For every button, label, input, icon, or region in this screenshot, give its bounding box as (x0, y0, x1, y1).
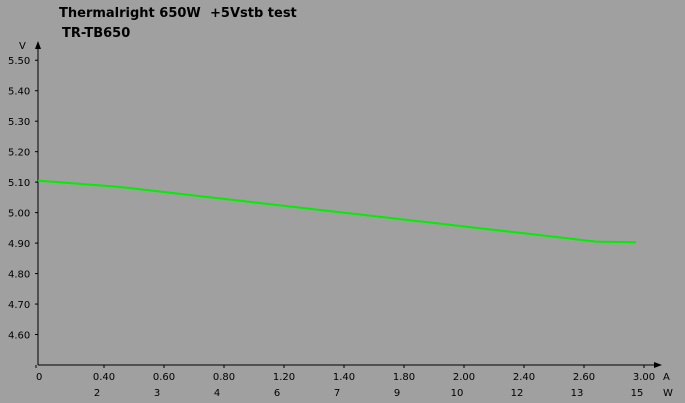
y-tick-group: 5.50 5.40 5.30 5.20 5.10 5.00 4.90 4.80 4.70 4.60 (8, 56, 38, 342)
y-tick-label: 5.50 (8, 56, 30, 67)
x-tick-label-bottom: 4 (214, 388, 220, 399)
x-tick-label-bottom: 13 (571, 388, 584, 399)
x-tick-label-top: 0.80 (213, 372, 235, 383)
y-tick-label: 5.20 (8, 148, 30, 159)
x-tick-label-top: 0.40 (93, 372, 115, 383)
y-tick-label: 5.00 (8, 209, 30, 220)
series-line (37, 179, 637, 244)
x-tick-label-top: 2.40 (513, 372, 535, 383)
x-axis-unit-top: A (663, 372, 670, 383)
x-tick-label-top: 1.20 (273, 372, 295, 383)
x-axis-unit-bottom: W (663, 388, 673, 399)
y-tick-label: 5.40 (8, 87, 30, 98)
x-tick-label-bottom: 9 (394, 388, 400, 399)
chart-subtitle: TR-TB650 (62, 26, 130, 41)
x-tick-label-bottom: 10 (451, 388, 464, 399)
y-tick-label: 4.80 (8, 270, 30, 281)
axes (35, 41, 662, 368)
x-tick-label-bottom: 6 (274, 388, 280, 399)
chart-title: Thermalright 650W (59, 6, 201, 21)
x-tick-label-bottom: 2 (94, 388, 100, 399)
y-tick-label: 4.60 (8, 331, 30, 342)
x-tick-label-bottom: 7 (334, 388, 340, 399)
y-tick-label: 4.70 (8, 300, 30, 311)
x-tick-label-top: 0.60 (153, 372, 175, 383)
y-tick-label: 4.90 (8, 239, 30, 250)
x-tick-label-bottom: 12 (511, 388, 524, 399)
x-axis-arrow (654, 362, 662, 368)
x-tick-label-bottom: 15 (631, 388, 644, 399)
x-tick-label-bottom: 3 (154, 388, 160, 399)
y-axis-unit: V (19, 41, 26, 52)
x-tick-label-top: 2.60 (573, 372, 595, 383)
y-tick-label: 5.10 (8, 178, 30, 189)
chart-title-test: +5Vstb test (210, 6, 297, 21)
x-tick-label-top: 1.40 (333, 372, 355, 383)
x-tick-label-top: 0 (36, 372, 42, 383)
y-axis-arrow (35, 41, 41, 49)
x-tick-label-top: 3.00 (633, 372, 655, 383)
y-tick-label: 5.30 (8, 117, 30, 128)
series-group (37, 179, 637, 244)
x-tick-group: 0 0.40 2 0.60 3 0.80 4 1.20 6 1.40 7 1.80 9 2.00 10 2.4… (35, 365, 655, 399)
x-tick-label-top: 1.80 (393, 372, 415, 383)
x-tick-label-top: 2.00 (453, 372, 475, 383)
